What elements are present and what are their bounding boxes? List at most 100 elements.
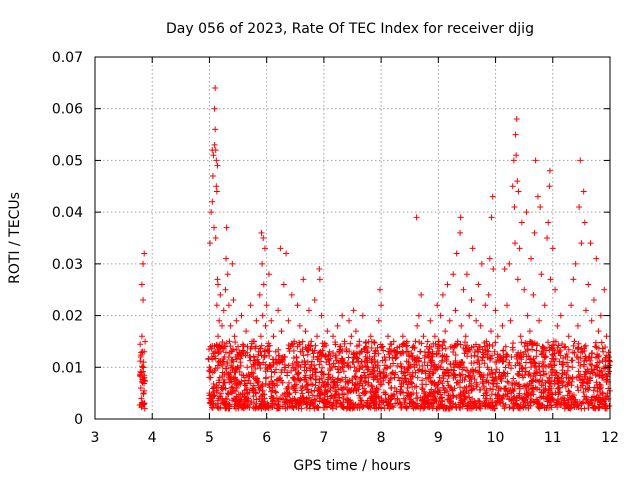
data-point [434, 381, 441, 388]
data-point [306, 405, 313, 412]
data-point [386, 354, 393, 361]
data-point [378, 302, 385, 309]
data-point [316, 395, 323, 402]
data-point [434, 350, 441, 357]
data-point [140, 297, 147, 304]
data-point [457, 384, 464, 391]
data-point [574, 322, 581, 329]
data-point [478, 260, 485, 267]
data-point [515, 392, 522, 399]
data-point [300, 352, 307, 359]
data-point [423, 343, 430, 350]
data-point [137, 353, 144, 360]
data-point [401, 395, 407, 402]
data-point [473, 317, 480, 324]
x-tick-label: 3 [91, 430, 100, 446]
data-point [494, 333, 501, 340]
data-point [546, 405, 553, 412]
data-point [557, 312, 564, 319]
x-tick-label: 8 [377, 430, 386, 446]
data-point [387, 348, 394, 355]
data-point [409, 369, 416, 376]
data-point [323, 353, 330, 360]
data-point [374, 376, 381, 383]
data-point [362, 363, 369, 370]
data-point [477, 405, 484, 412]
data-point [323, 381, 330, 388]
data-point [205, 356, 212, 363]
data-point [489, 399, 496, 406]
data-point [286, 390, 293, 397]
data-point [498, 373, 505, 380]
y-tick-label: 0.01 [52, 360, 83, 376]
data-point [477, 322, 484, 329]
data-point [456, 364, 463, 371]
data-point [270, 361, 277, 368]
data-point [397, 390, 404, 397]
data-point [376, 286, 383, 293]
data-point [250, 393, 257, 400]
data-point [317, 348, 324, 355]
data-point [396, 343, 403, 350]
data-point [486, 356, 493, 363]
data-point [304, 386, 311, 393]
data-point [475, 348, 482, 355]
data-point [142, 338, 149, 345]
data-point [414, 374, 421, 381]
data-point [564, 353, 571, 360]
data-point [236, 379, 243, 386]
data-point [415, 312, 422, 319]
data-point [214, 364, 221, 371]
data-point [599, 357, 606, 364]
data-point [502, 401, 509, 408]
data-point [279, 379, 286, 386]
data-point [246, 404, 253, 411]
data-point [479, 380, 486, 387]
data-point [502, 364, 509, 371]
data-point [352, 387, 359, 394]
data-point [459, 359, 466, 366]
data-point [215, 405, 222, 412]
data-point [226, 338, 233, 345]
data-point [532, 384, 539, 391]
data-point [519, 403, 526, 410]
data-point [227, 369, 234, 376]
data-point [226, 401, 233, 408]
data-point [555, 384, 562, 391]
data-point [309, 392, 316, 399]
data-point [208, 209, 215, 216]
data-point [581, 358, 588, 365]
data-point [428, 379, 435, 386]
data-point [222, 385, 229, 392]
data-point [566, 380, 573, 387]
data-point [582, 342, 589, 349]
data-point [456, 392, 463, 399]
data-point [533, 369, 540, 376]
data-point [368, 345, 375, 352]
data-point [466, 378, 473, 385]
data-point [388, 395, 395, 402]
data-point [460, 286, 467, 293]
data-point [394, 400, 401, 407]
data-point [417, 348, 424, 355]
data-point [328, 364, 335, 371]
data-point [580, 389, 587, 396]
data-point [140, 390, 147, 397]
data-point [429, 348, 436, 355]
data-point [241, 393, 248, 400]
data-point [468, 405, 475, 412]
data-point [405, 359, 412, 366]
data-point [428, 400, 435, 407]
data-point [464, 342, 471, 349]
data-point [282, 401, 289, 408]
data-point [398, 363, 405, 370]
data-point [351, 353, 358, 360]
data-point [554, 378, 561, 385]
data-point [519, 366, 526, 373]
data-point [305, 389, 312, 396]
data-point [265, 340, 272, 347]
data-point [287, 397, 294, 404]
data-point [431, 397, 438, 404]
data-point [532, 157, 539, 164]
data-point [554, 344, 561, 351]
